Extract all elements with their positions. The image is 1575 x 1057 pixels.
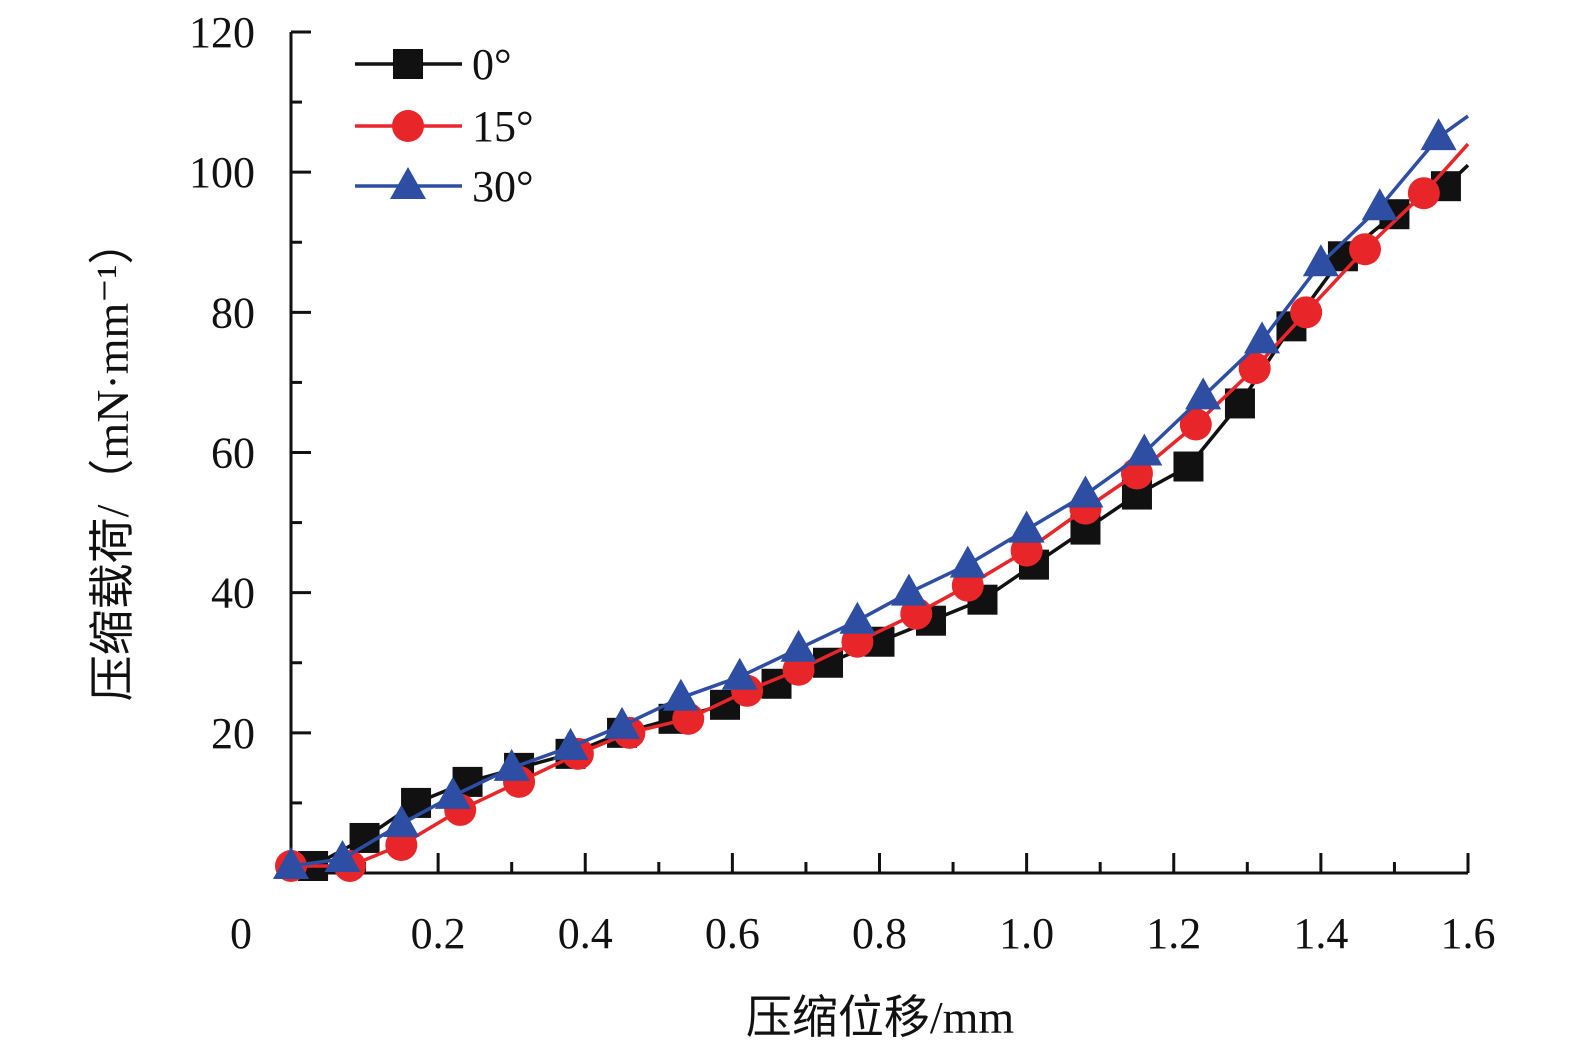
data-point (385, 828, 418, 861)
y-tick-label: 60 (211, 429, 255, 478)
data-point (324, 839, 361, 872)
x-tick-label: 0.8 (852, 909, 907, 958)
y-tick-label: 20 (211, 709, 255, 758)
legend-marker (393, 49, 423, 79)
x-tick-label: 0.2 (411, 909, 466, 958)
data-point (1349, 233, 1382, 266)
tick-labels: 0.2 0.4 0.6 0.8 1.0 1.2 1.4 1.6 20 40 60 80 100 120 0 (189, 8, 1496, 958)
data-point (782, 653, 815, 686)
y-axis-title: 压缩载荷/（mN·mm⁻¹） (87, 219, 138, 702)
y-tick-label: 120 (189, 8, 255, 57)
y-tick-label: 40 (211, 569, 255, 618)
data-point (1179, 408, 1212, 441)
legend-marker (392, 110, 424, 142)
legend-label: 30° (472, 162, 534, 211)
x-axis-title: 压缩位移/mm (746, 992, 1015, 1043)
legend-item: 30° (355, 162, 534, 211)
data-point (1067, 475, 1104, 508)
data-point (951, 569, 984, 602)
data-point (1407, 177, 1440, 210)
data-point (1173, 451, 1204, 482)
x-tick-label: 1.6 (1441, 909, 1496, 958)
series-30deg (273, 114, 1470, 879)
data-point (1420, 118, 1457, 151)
data-point (1238, 352, 1271, 385)
series-0deg (298, 163, 1470, 881)
data-point (949, 545, 986, 578)
data-point (1361, 188, 1398, 221)
data-point (672, 702, 705, 735)
legend-marker (390, 167, 426, 199)
data-point (434, 776, 471, 809)
origin-tick-label: 0 (230, 909, 252, 958)
legend-label: 0° (472, 40, 512, 89)
data-point (1302, 244, 1339, 277)
data-point (273, 846, 309, 879)
data-point (1126, 433, 1163, 466)
x-tick-label: 1.4 (1293, 909, 1348, 958)
data-point (890, 573, 927, 606)
data-point (493, 748, 530, 781)
x-tick-label: 1.2 (1146, 909, 1201, 958)
data-point (383, 804, 420, 837)
data-point (1290, 296, 1323, 329)
series-layer (273, 114, 1470, 882)
x-tick-label: 0.4 (558, 909, 613, 958)
data-point (1185, 377, 1222, 410)
data-point (721, 657, 758, 690)
data-point (841, 625, 874, 658)
data-point (1010, 534, 1043, 567)
series-line (312, 163, 1470, 868)
data-point (780, 629, 817, 662)
data-point (900, 597, 933, 630)
data-point (1244, 321, 1281, 354)
data-point (552, 727, 589, 760)
data-point (401, 787, 432, 818)
legend: 0° 15° 30° (355, 40, 534, 211)
legend-label: 15° (472, 102, 534, 151)
y-tick-label: 100 (189, 148, 255, 197)
data-point (839, 601, 876, 634)
data-point (662, 678, 699, 711)
y-tick-label: 80 (211, 288, 255, 337)
series-line (291, 142, 1470, 868)
data-point (604, 706, 641, 739)
x-tick-label: 1.0 (999, 909, 1054, 958)
tick-marks (291, 30, 1470, 873)
x-tick-label: 0.6 (705, 909, 760, 958)
series-15deg (275, 142, 1470, 882)
legend-item: 0° (355, 40, 512, 89)
legend-item: 15° (355, 102, 534, 151)
axes (289, 32, 1468, 875)
series-line (290, 114, 1470, 868)
data-point (1008, 510, 1045, 543)
